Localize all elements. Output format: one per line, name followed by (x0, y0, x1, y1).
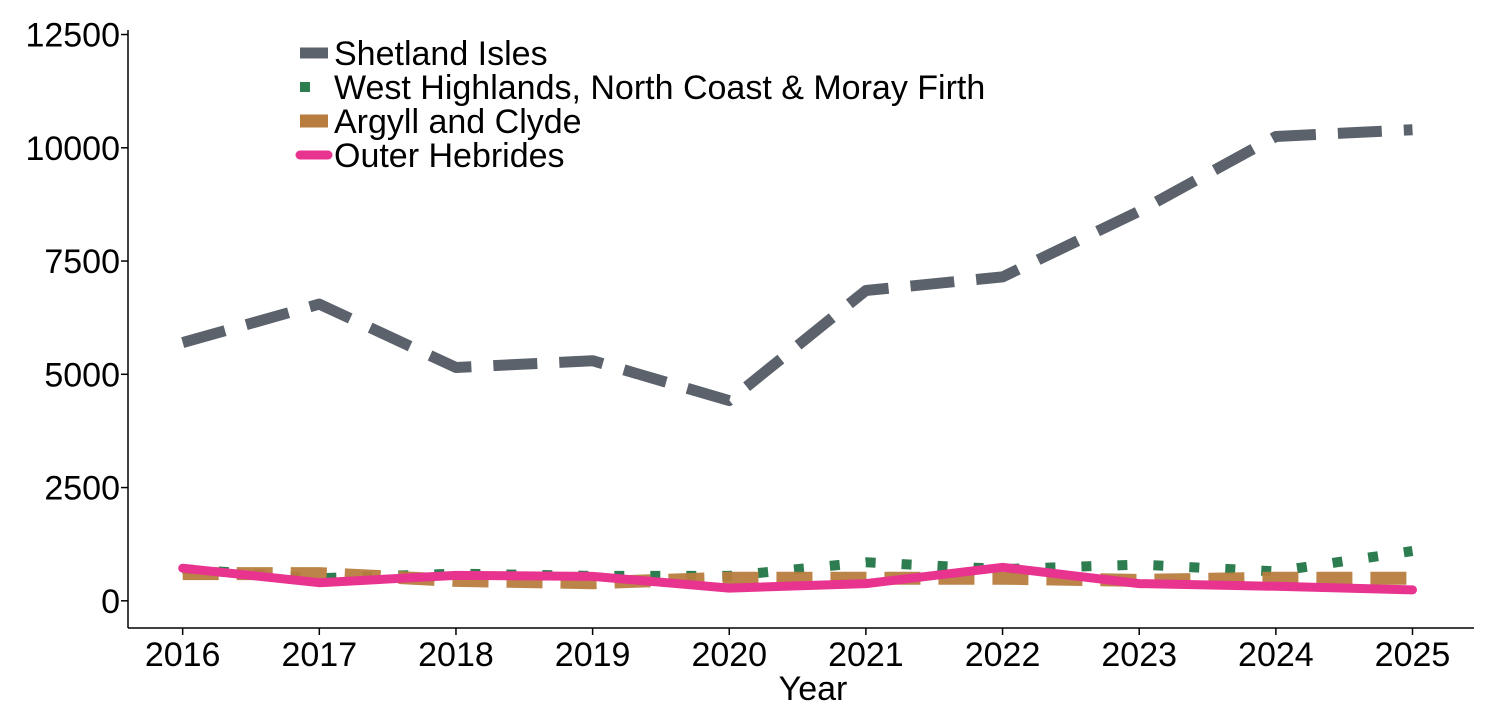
y-axis-ticks: 0 2500 5000 7500 10000 12500 (25, 17, 128, 621)
x-tick-label: 2016 (145, 636, 221, 674)
x-tick-label: 2018 (418, 636, 494, 674)
y-tick-label: 7500 (44, 243, 120, 281)
series-line-3 (178, 562, 1417, 595)
y-tick-label: 10000 (25, 130, 120, 168)
series-line-0 (181, 124, 1413, 407)
x-tick-label: 2023 (1101, 636, 1177, 674)
x-axis-ticks: 2016 2017 2018 2019 2020 2021 2022 2023 2024 2025 (145, 628, 1450, 674)
legend-label-1: West Highlands, North Coast & Moray Firt… (334, 69, 985, 107)
legend-label-2: Argyll and Clyde (334, 103, 582, 141)
x-tick-label: 2025 (1375, 636, 1451, 674)
legend-label-0: Shetland Isles (334, 35, 548, 73)
series-line-1 (182, 546, 1414, 584)
series-layer (178, 124, 1417, 595)
x-axis-title: Year (779, 670, 848, 708)
x-tick-label: 2019 (555, 636, 631, 674)
x-tick-label: 2017 (281, 636, 357, 674)
x-tick-label: 2021 (828, 636, 904, 674)
x-tick-label: 2020 (691, 636, 767, 674)
series-line-2 (182, 567, 1413, 590)
y-tick-label: 2500 (44, 470, 120, 508)
x-tick-label: 2024 (1238, 636, 1314, 674)
legend-label-3: Outer Hebrides (334, 137, 565, 175)
y-tick-label: 0 (101, 583, 120, 621)
y-tick-label: 12500 (25, 17, 120, 55)
y-tick-label: 5000 (44, 356, 120, 394)
x-tick-label: 2022 (965, 636, 1041, 674)
